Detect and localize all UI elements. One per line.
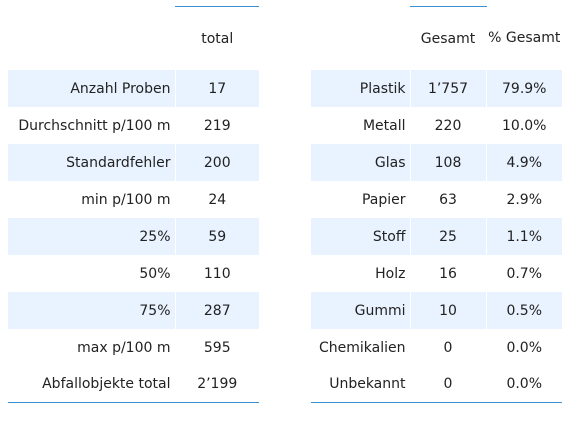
material-label: Chemikalien <box>319 339 406 356</box>
material-total: 0 <box>409 329 486 366</box>
column-header-gesamt: Gesamt <box>409 6 486 70</box>
row-value: 24 <box>174 181 259 218</box>
material-total: 220 <box>409 107 486 144</box>
table-row: Abfallobjekte total 2’199 <box>8 366 259 403</box>
row-value: 200 <box>174 144 259 181</box>
table-row: Anzahl Proben 17 <box>8 70 259 107</box>
table-row: Chemikalien 0 0.0% <box>311 329 562 366</box>
table-row: Papier 63 2.9% <box>311 181 562 218</box>
material-label: Gummi <box>311 292 410 329</box>
row-label: Abfallobjekte total <box>8 366 175 403</box>
row-label: Standardfehler <box>8 144 175 181</box>
row-label: 50% <box>139 265 171 282</box>
table-row: 50% 110 <box>8 255 259 292</box>
row-value: 110 <box>174 255 259 292</box>
row-value: 2’199 <box>174 366 259 403</box>
material-label: Metall <box>362 117 406 134</box>
material-label: Unbekannt <box>311 366 410 403</box>
row-label: 75% <box>8 292 175 329</box>
table-row: Glas 108 4.9% <box>311 144 562 181</box>
table-row: Metall 220 10.0% <box>311 107 562 144</box>
material-percent: 0.5% <box>485 292 562 329</box>
material-total: 108 <box>409 144 486 181</box>
header-spacer <box>8 7 175 71</box>
material-percent: 0.0% <box>485 366 562 403</box>
material-percent: 4.9% <box>485 144 562 181</box>
table-row: 75% 287 <box>8 292 259 329</box>
column-header-total: total <box>174 6 259 70</box>
material-percent: 0.0% <box>485 329 562 366</box>
summary-stats-table: total Anzahl Proben 17 Durchschnitt p/10… <box>8 6 259 403</box>
material-label: Papier <box>361 191 406 208</box>
material-total: 25 <box>409 218 486 255</box>
row-label: max p/100 m <box>77 339 171 356</box>
row-value: 287 <box>174 292 259 329</box>
row-value: 59 <box>174 218 259 255</box>
material-label: Glas <box>311 144 410 181</box>
material-total: 63 <box>409 181 486 218</box>
row-label: Durchschnitt p/100 m <box>18 117 171 134</box>
row-value: 219 <box>174 107 259 144</box>
table-row: Stoff 25 1.1% <box>311 218 562 255</box>
material-percent: 2.9% <box>485 181 562 218</box>
material-breakdown-table: Gesamt % Gesamt Plastik 1’757 79.9% Meta… <box>311 6 562 403</box>
material-total: 10 <box>409 292 486 329</box>
row-value: 17 <box>174 70 259 107</box>
table-row: Unbekannt 0 0.0% <box>311 366 562 403</box>
material-percent: 0.7% <box>485 255 562 292</box>
table-row: max p/100 m 595 <box>8 329 259 366</box>
table-row: Plastik 1’757 79.9% <box>311 70 562 107</box>
column-header-percent: % Gesamt <box>485 6 562 70</box>
table-row: Gummi 10 0.5% <box>311 292 562 329</box>
header-spacer <box>311 7 410 71</box>
material-total: 16 <box>409 255 486 292</box>
row-value: 595 <box>174 329 259 366</box>
table-row: Holz 16 0.7% <box>311 255 562 292</box>
material-total: 0 <box>409 366 486 403</box>
row-label: min p/100 m <box>81 191 171 208</box>
table-header-row: total <box>8 6 259 71</box>
table-row: Standardfehler 200 <box>8 144 259 181</box>
table-row: 25% 59 <box>8 218 259 255</box>
material-percent: 1.1% <box>485 218 562 255</box>
material-total: 1’757 <box>409 70 486 107</box>
material-percent: 10.0% <box>485 107 562 144</box>
table-header-row: Gesamt % Gesamt <box>311 6 562 71</box>
table-row: min p/100 m 24 <box>8 181 259 218</box>
material-label: Stoff <box>311 218 410 255</box>
material-label: Plastik <box>311 70 410 107</box>
material-percent: 79.9% <box>485 70 562 107</box>
table-row: Durchschnitt p/100 m 219 <box>8 107 259 144</box>
row-label: Anzahl Proben <box>8 70 175 107</box>
material-label: Holz <box>375 265 406 282</box>
row-label: 25% <box>8 218 175 255</box>
